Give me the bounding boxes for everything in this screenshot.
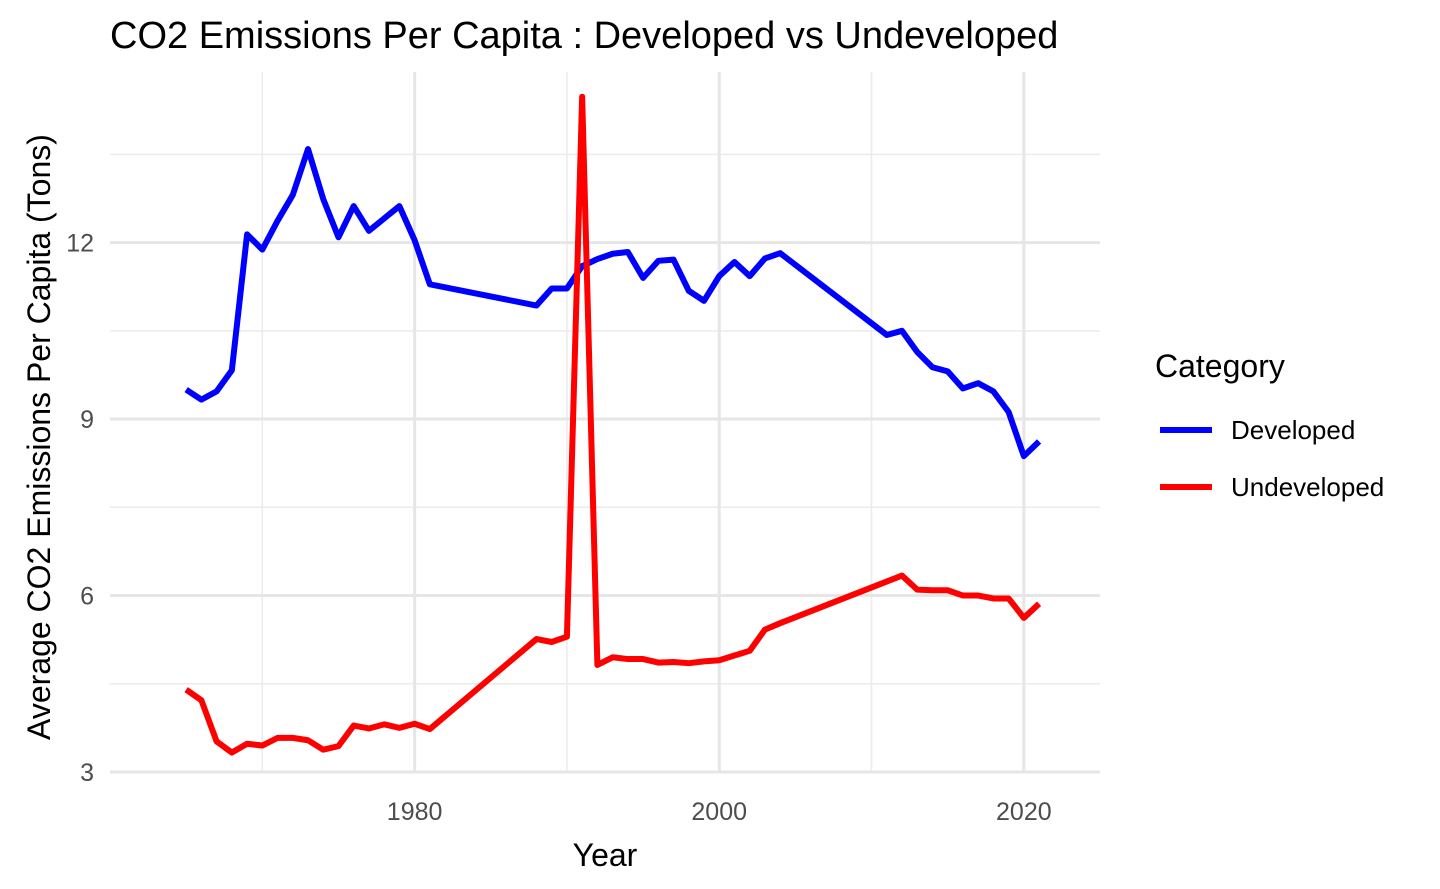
legend: Category Developed Undeveloped <box>1155 348 1384 502</box>
series-lines <box>184 93 1042 756</box>
y-tick-label: 12 <box>66 230 94 258</box>
grid-lines <box>110 72 1100 774</box>
legend-label-developed: Developed <box>1231 415 1355 445</box>
series-line-undeveloped <box>184 93 1042 756</box>
y-tick-label: 9 <box>80 406 94 434</box>
y-axis-ticks: 3 6 9 12 <box>66 230 94 787</box>
x-axis-title: Year <box>573 837 638 873</box>
y-tick-label: 6 <box>80 583 94 611</box>
x-tick-label: 1980 <box>387 798 443 826</box>
y-tick-label: 3 <box>80 759 94 787</box>
chart-title: CO2 Emissions Per Capita : Developed vs … <box>110 15 1058 57</box>
series-line-developed <box>184 146 1042 460</box>
legend-label-undeveloped: Undeveloped <box>1231 472 1384 502</box>
x-tick-label: 2020 <box>996 798 1052 826</box>
y-axis-title: Average CO2 Emissions Per Capita (Tons) <box>21 134 57 740</box>
legend-title: Category <box>1155 348 1285 384</box>
x-tick-label: 2000 <box>691 798 747 826</box>
legend-items: Developed Undeveloped <box>1160 415 1384 502</box>
x-axis-ticks: 1980 2000 2020 <box>387 798 1052 826</box>
